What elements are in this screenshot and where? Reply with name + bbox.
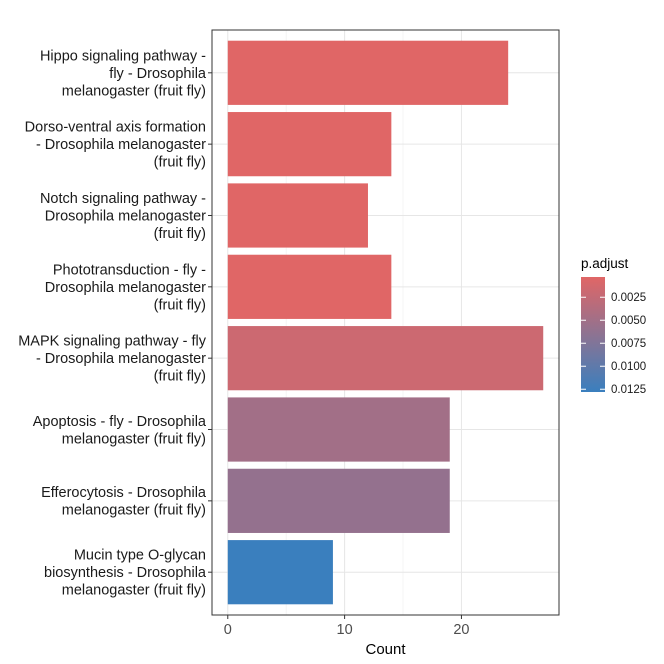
legend: p.adjust 0.0025 0.0050 0.0075 0.0100 0.0125 [581, 256, 646, 396]
category-label: Dorso-ventral axis formation - Drosophila… [25, 120, 206, 171]
legend-tick-label: 0.0025 [611, 292, 646, 304]
legend-tick-label: 0.0050 [611, 315, 646, 327]
category-label-line: (fruit fly) [154, 297, 206, 313]
category-label-line: (fruit fly) [154, 369, 206, 385]
category-label-line: Hippo signaling pathway - [40, 48, 206, 64]
legend-title: p.adjust [581, 256, 629, 271]
x-tick-label: 10 [337, 622, 353, 638]
bar [227, 254, 392, 319]
category-label-line: melanogaster (fruit fly) [62, 503, 206, 519]
category-label-line: Notch signaling pathway - [40, 191, 206, 207]
category-label: MAPK signaling pathway - fly - Drosophila… [18, 334, 207, 385]
bar [227, 397, 450, 462]
category-label-line: melanogaster (fruit fly) [62, 583, 206, 599]
legend-tick-label: 0.0125 [611, 384, 646, 396]
category-label-line: Phototransduction - fly - [53, 262, 206, 278]
category-label-line: Efferocytosis - Drosophila [41, 485, 207, 501]
category-label-line: Dorso-ventral axis formation [25, 120, 206, 136]
legend-colorbar [581, 277, 605, 392]
category-label-line: - Drosophila melanogaster [36, 137, 206, 153]
category-label-line: Drosophila melanogaster [45, 208, 206, 224]
category-labels: Hippo signaling pathway - fly - Drosophil… [18, 48, 212, 599]
category-label-line: Apoptosis - fly - Drosophila [33, 414, 207, 430]
x-axis-title: Count [365, 641, 406, 658]
bar [227, 183, 368, 248]
category-label-line: Drosophila melanogaster [45, 280, 206, 296]
category-label-line: fly - Drosophila [109, 66, 207, 82]
category-label-line: melanogaster (fruit fly) [62, 83, 206, 99]
category-label: Apoptosis - fly - Drosophila melanogaster… [33, 414, 207, 448]
category-label: Phototransduction - fly - Drosophila mela… [45, 262, 206, 313]
category-label: Notch signaling pathway -Drosophila mela… [40, 191, 206, 242]
category-label: Hippo signaling pathway - fly - Drosophil… [40, 48, 207, 99]
bar [227, 326, 544, 391]
bar [227, 112, 392, 177]
x-axis-ticks: 0 10 20 [224, 615, 470, 638]
category-label-line: (fruit fly) [154, 155, 206, 171]
bar [227, 40, 509, 105]
x-tick-label: 20 [453, 622, 469, 638]
bars [227, 40, 544, 605]
category-label-line: (fruit fly) [154, 226, 206, 242]
category-label-line: Mucin type O-glycan [74, 548, 206, 564]
category-label: Efferocytosis - Drosophila melanogaster (… [41, 485, 207, 518]
legend-tick-label: 0.0100 [611, 361, 646, 373]
category-label-line: biosynthesis - Drosophila [44, 565, 207, 581]
category-label-line: - Drosophila melanogaster [36, 351, 206, 367]
x-tick-label: 0 [224, 622, 232, 638]
bar [227, 468, 450, 533]
panel-border [211, 29, 560, 616]
category-label: Mucin type O-glycan biosynthesis - Drosop… [44, 548, 207, 599]
bar [227, 540, 333, 605]
legend-tick-label: 0.0075 [611, 338, 646, 350]
category-label-line: MAPK signaling pathway - fly [18, 334, 207, 350]
category-label-line: melanogaster (fruit fly) [62, 431, 206, 447]
